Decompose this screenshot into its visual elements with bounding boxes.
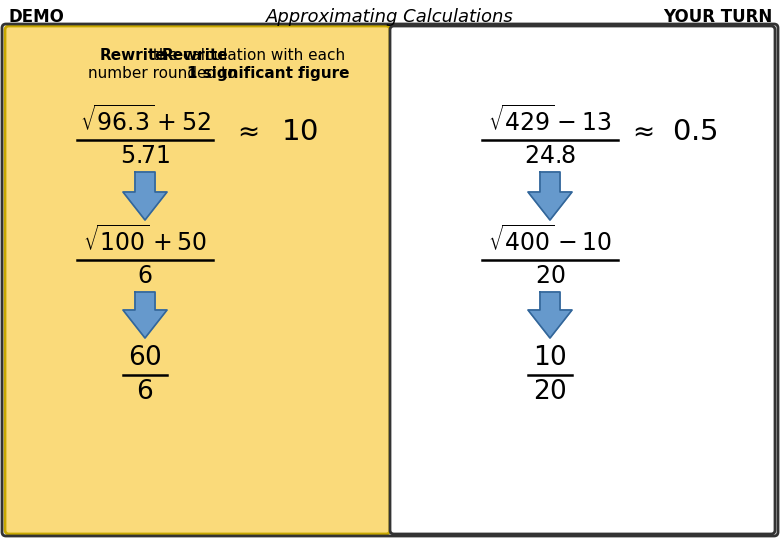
Polygon shape (123, 292, 167, 338)
Text: $6$: $6$ (136, 379, 154, 405)
Text: the calculation with each: the calculation with each (147, 48, 345, 63)
Text: Approximating Calculations: Approximating Calculations (266, 8, 514, 26)
Text: $20$: $20$ (535, 264, 566, 288)
Text: $\sqrt{100}+50$: $\sqrt{100}+50$ (83, 226, 207, 256)
Text: $6$: $6$ (137, 264, 153, 288)
Text: $10$: $10$ (282, 118, 318, 146)
Text: Rewrite: Rewrite (161, 48, 229, 63)
Polygon shape (528, 292, 572, 338)
Text: $24.8$: $24.8$ (524, 144, 576, 168)
FancyBboxPatch shape (5, 26, 390, 534)
Text: .: . (292, 66, 302, 81)
Text: $\sqrt{400}-10$: $\sqrt{400}-10$ (488, 226, 612, 256)
Text: $\sqrt{429}-13$: $\sqrt{429}-13$ (488, 105, 612, 136)
Text: $0.5$: $0.5$ (672, 118, 718, 146)
Text: $\sqrt{96.3}+52$: $\sqrt{96.3}+52$ (80, 105, 211, 136)
Text: $10$: $10$ (533, 345, 567, 371)
Text: $5.71$: $5.71$ (120, 144, 170, 168)
FancyBboxPatch shape (390, 26, 775, 534)
Text: $\approx$: $\approx$ (627, 119, 653, 145)
Text: $\approx$: $\approx$ (232, 119, 258, 145)
Text: Rewrite: Rewrite (100, 48, 166, 63)
Text: $60$: $60$ (128, 345, 162, 371)
Text: $20$: $20$ (533, 379, 567, 405)
Text: number rounded to: number rounded to (88, 66, 241, 81)
Text: 1 significant figure: 1 significant figure (187, 66, 349, 81)
Polygon shape (528, 172, 572, 220)
Text: YOUR TURN: YOUR TURN (663, 8, 772, 26)
Polygon shape (123, 172, 167, 220)
Text: DEMO: DEMO (8, 8, 64, 26)
